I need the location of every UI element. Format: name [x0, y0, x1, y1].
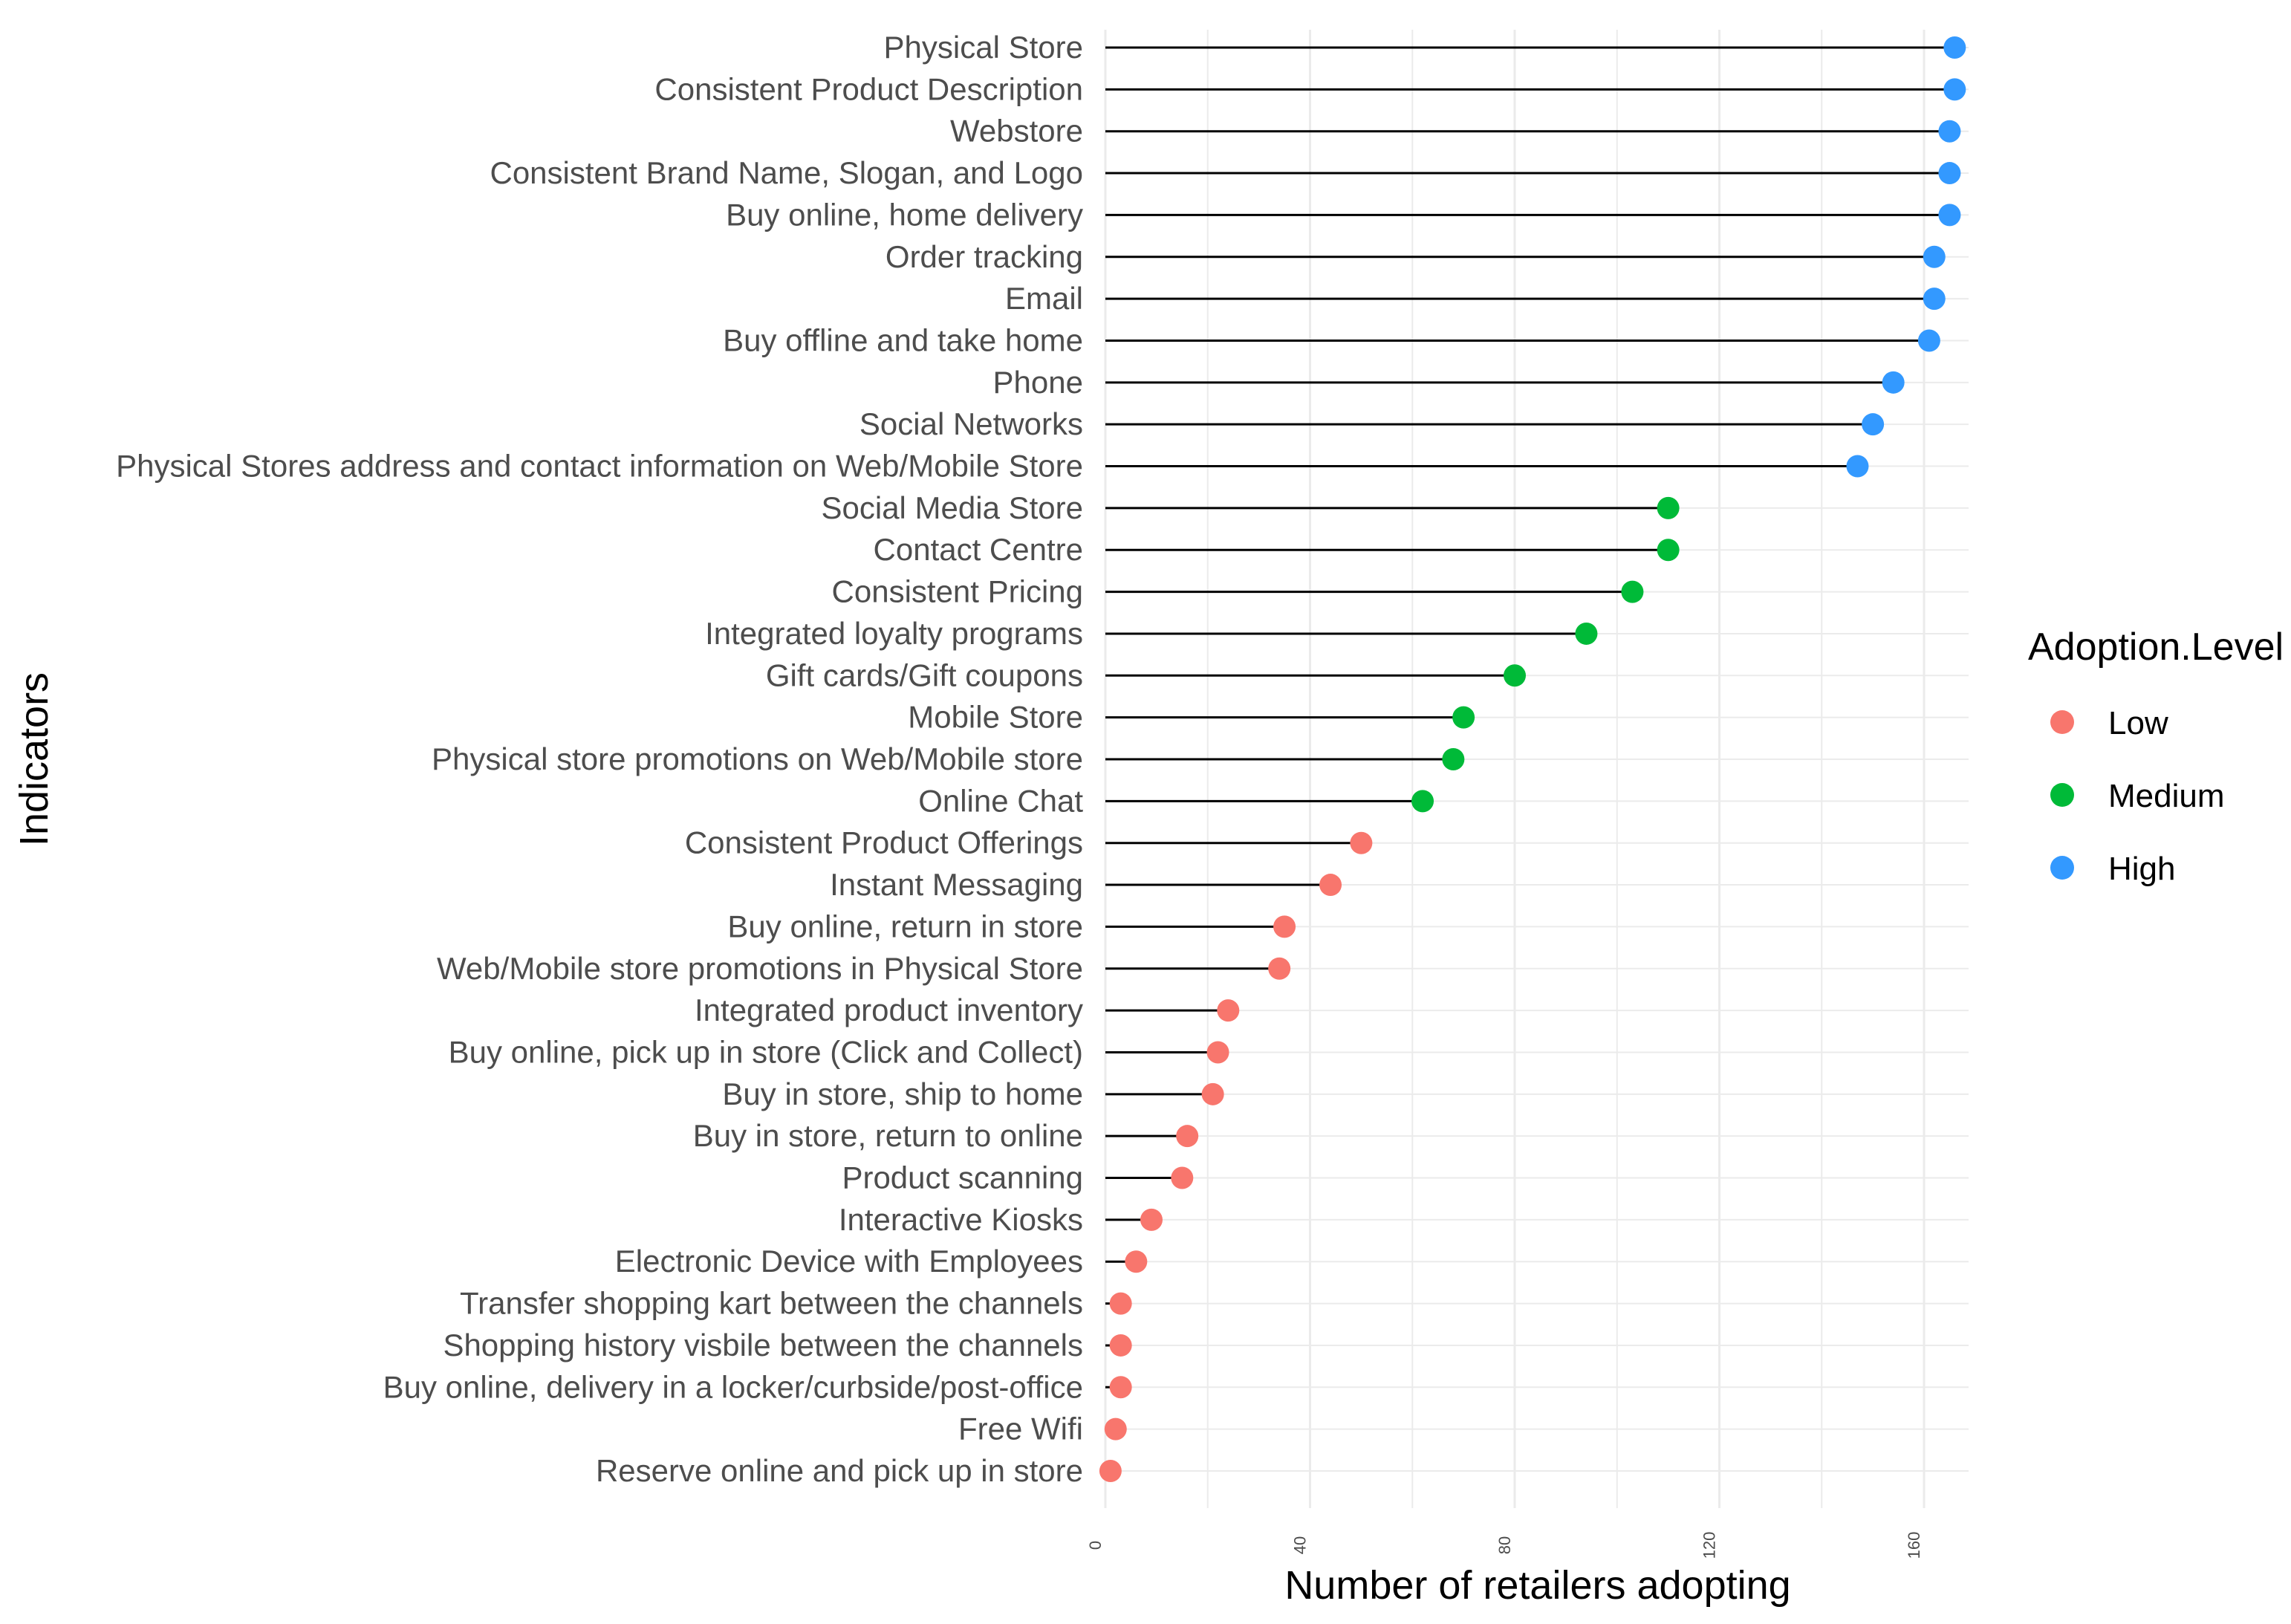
category-label: Buy in store, return to online	[693, 1118, 1083, 1153]
category-label: Physical store promotions on Web/Mobile …	[432, 741, 1083, 776]
category-label: Social Networks	[859, 406, 1083, 441]
category-label: Physical Store	[884, 30, 1083, 65]
data-point	[1201, 1082, 1224, 1105]
data-point	[1846, 455, 1869, 478]
data-point	[1217, 999, 1240, 1022]
category-label: Electronic Device with Employees	[615, 1244, 1083, 1279]
legend-key-high	[2050, 856, 2074, 880]
legend-title: Adoption.Level	[2028, 626, 2284, 669]
category-label: Product scanning	[842, 1160, 1083, 1195]
x-tick-label: 120	[1700, 1532, 1719, 1559]
data-point	[1943, 78, 1966, 101]
category-label: Consistent Product Description	[654, 71, 1083, 106]
category-label: Online Chat	[918, 783, 1083, 818]
category-label: Social Media Store	[821, 490, 1083, 525]
data-point	[1140, 1208, 1163, 1231]
category-label: Gift cards/Gift coupons	[766, 657, 1083, 692]
category-label: Buy online, pick up in store (Click and …	[449, 1034, 1083, 1069]
data-point	[1923, 245, 1946, 268]
legend-key-low	[2050, 710, 2074, 734]
category-label: Consistent Pricing	[832, 574, 1083, 609]
grid-lines	[1104, 30, 1969, 1508]
category-label: Web/Mobile store promotions in Physical …	[437, 951, 1083, 986]
category-label: Physical Stores address and contact info…	[116, 449, 1083, 484]
category-label: Shopping history visbile between the cha…	[443, 1328, 1083, 1362]
category-label: Mobile Store	[908, 700, 1083, 735]
data-point	[1862, 413, 1885, 436]
data-point	[1268, 957, 1291, 980]
data-point	[1938, 120, 1961, 143]
data-point	[1923, 288, 1946, 311]
data-point	[1938, 162, 1961, 185]
data-point	[1099, 1460, 1122, 1482]
data-point	[1917, 329, 1940, 352]
legend-label-high: High	[2108, 851, 2176, 887]
data-point	[1125, 1250, 1148, 1273]
data-point	[1657, 539, 1680, 562]
category-label: Email	[1005, 281, 1083, 316]
lollipop-stems	[1105, 46, 1955, 1472]
data-point	[1176, 1125, 1199, 1148]
category-label: Transfer shopping kart between the chann…	[460, 1286, 1083, 1321]
data-point	[1452, 706, 1475, 729]
category-labels: Physical Store Consistent Product Descrip…	[116, 30, 1083, 1488]
data-point	[1442, 748, 1465, 770]
category-label: Interactive Kiosks	[839, 1202, 1083, 1237]
category-label: Webstore	[950, 114, 1083, 149]
category-label: Buy online, return in store	[727, 909, 1083, 943]
data-point	[1273, 915, 1296, 938]
data-point	[1938, 204, 1961, 227]
x-tick-label: 80	[1495, 1536, 1514, 1554]
lollipop-dots	[1099, 36, 1966, 1482]
data-point	[1504, 664, 1526, 687]
category-label: Reserve online and pick up in store	[596, 1453, 1083, 1488]
category-label: Consistent Product Offerings	[685, 825, 1083, 860]
data-point	[1109, 1376, 1132, 1399]
data-point	[1171, 1166, 1194, 1189]
x-tick-label: 160	[1905, 1532, 1923, 1559]
category-label: Phone	[993, 365, 1083, 400]
category-label: Integrated product inventory	[695, 993, 1083, 1027]
x-axis-title: Number of retailers adopting	[1284, 1563, 1790, 1608]
data-point	[1943, 36, 1966, 59]
category-label: Buy in store, ship to home	[722, 1076, 1083, 1111]
data-point	[1411, 790, 1434, 813]
category-label: Instant Messaging	[830, 867, 1083, 902]
category-label: Consistent Brand Name, Slogan, and Logo	[490, 155, 1083, 190]
data-point	[1621, 580, 1644, 603]
data-point	[1657, 496, 1680, 519]
category-label: Integrated loyalty programs	[705, 616, 1083, 651]
data-point	[1319, 874, 1342, 897]
category-label: Order tracking	[885, 239, 1083, 274]
x-tick-label: 0	[1086, 1541, 1105, 1550]
data-point	[1882, 371, 1905, 394]
data-point	[1350, 831, 1373, 854]
category-label: Buy online, delivery in a locker/curbsid…	[383, 1369, 1083, 1404]
data-point	[1206, 1041, 1229, 1064]
legend: Adoption.Level Low Medium High	[2028, 626, 2284, 887]
category-label: Buy online, home delivery	[726, 197, 1083, 232]
category-label: Contact Centre	[874, 532, 1083, 567]
data-point	[1104, 1417, 1127, 1441]
category-label: Free Wifi	[958, 1412, 1083, 1446]
x-axis-ticks: 0 40 80 120 160	[1086, 1532, 1923, 1559]
legend-key-medium	[2050, 783, 2074, 807]
data-point	[1109, 1292, 1132, 1315]
data-point	[1109, 1334, 1132, 1357]
y-axis-title: Indicators	[12, 672, 56, 846]
legend-label-medium: Medium	[2108, 778, 2225, 814]
category-label: Buy offline and take home	[723, 322, 1083, 357]
legend-label-low: Low	[2108, 705, 2168, 741]
data-point	[1575, 622, 1598, 645]
x-tick-label: 40	[1291, 1536, 1310, 1554]
